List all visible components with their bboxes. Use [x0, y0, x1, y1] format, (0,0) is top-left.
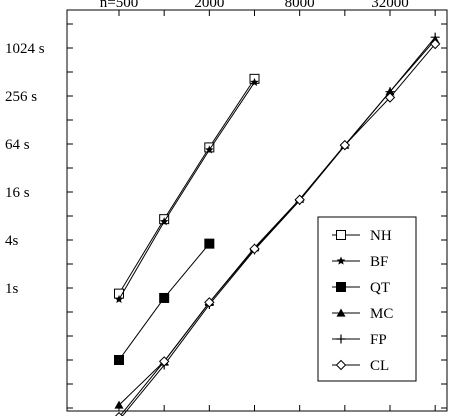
x-tick-label: 2000 [194, 0, 224, 11]
marker-open-diamond [335, 359, 347, 371]
marker-open-square [336, 230, 346, 240]
marker-open-diamond [339, 139, 351, 151]
y-tick-label: 1024 s [5, 41, 45, 57]
y-tick-label: 16 s [5, 185, 30, 201]
marker-open-diamond [158, 356, 170, 367]
marker-open-diamond [294, 194, 305, 205]
legend-label: CL [370, 358, 389, 374]
plot-frame [66, 9, 448, 412]
series-line-nh [118, 78, 255, 294]
axis-ticks: n=500 2000 8000 32000 1s 4s 16 s 64 s 256 s 1024 … [5, 0, 447, 411]
x-tick-label: n=500 [100, 0, 138, 11]
marker-filled-triangle [336, 308, 346, 317]
marker-filled-square [159, 292, 170, 303]
legend-item-cl: CL [332, 358, 389, 374]
marker-filled-triangle [114, 400, 124, 409]
legend-label: NH [370, 228, 392, 244]
marker-star [114, 294, 124, 304]
series-line-cl [119, 43, 436, 416]
legend-label: MC [370, 306, 393, 322]
marker-filled-square [114, 355, 124, 365]
legend-item-mc: MC [332, 306, 393, 322]
legend: NH BF QT MC FP CL [317, 216, 417, 382]
legend-label: BF [370, 254, 388, 270]
y-tick-label: 4s [5, 233, 19, 249]
x-tick-label: 32000 [371, 0, 409, 11]
marker-plus [336, 334, 346, 344]
series-cl [114, 38, 441, 416]
y-tick-label: 1s [5, 281, 19, 297]
marker-star [336, 256, 346, 265]
series-qt [114, 238, 215, 365]
legend-item-bf: BF [332, 254, 388, 270]
marker-open-diamond [384, 92, 396, 103]
marker-open-diamond [204, 297, 215, 308]
y-tick-label: 64 s [5, 137, 30, 153]
series-line-fp [121, 36, 436, 416]
legend-box [317, 216, 417, 382]
marker-open-diamond [249, 243, 260, 255]
legend-item-fp: FP [332, 332, 387, 348]
legend-label: QT [370, 280, 390, 296]
series-layer [114, 32, 441, 416]
marker-filled-square [204, 238, 215, 249]
marker-star [250, 77, 259, 86]
legend-label: FP [370, 332, 387, 348]
marker-star [159, 217, 169, 226]
series-bf [114, 77, 259, 304]
x-tick-label: 8000 [285, 0, 315, 11]
legend-item-qt: QT [332, 280, 390, 296]
plot-border [66, 9, 448, 412]
marker-filled-square [336, 282, 346, 292]
marker-star [205, 145, 214, 154]
series-line-bf [118, 82, 255, 300]
y-tick-label: 256 s [5, 89, 37, 105]
marker-open-diamond [429, 38, 441, 50]
legend-item-nh: NH [332, 228, 392, 244]
